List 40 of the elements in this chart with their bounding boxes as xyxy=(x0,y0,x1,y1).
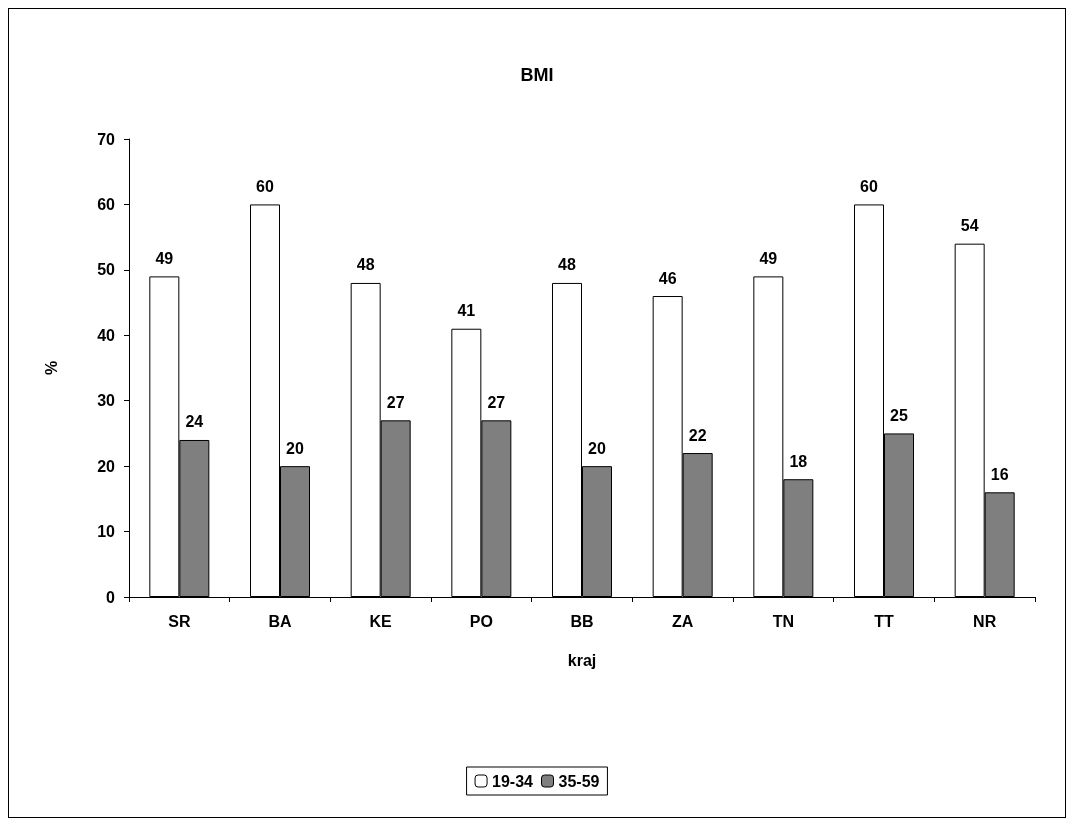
data-label: 60 xyxy=(860,177,878,195)
x-tick-label: PO xyxy=(469,612,493,630)
data-label: 24 xyxy=(185,413,204,431)
y-tick-label: 60 xyxy=(97,195,116,213)
y-tick-label: 70 xyxy=(97,130,116,148)
y-tick-label: 0 xyxy=(106,588,116,606)
data-label: 18 xyxy=(789,452,808,470)
y-tick-label: 30 xyxy=(97,392,116,410)
data-label: 20 xyxy=(588,439,606,457)
x-tick-label: KE xyxy=(369,612,393,630)
data-label: 41 xyxy=(457,302,476,320)
y-tick-label: 20 xyxy=(97,457,116,475)
y-tick-label: 50 xyxy=(97,261,116,279)
data-label: 20 xyxy=(286,439,304,457)
x-tick-label: BB xyxy=(570,612,594,630)
x-tick-label: ZA xyxy=(672,612,694,630)
x-tick-label: TT xyxy=(874,612,894,630)
data-label: 46 xyxy=(658,269,677,287)
legend-label: 35-59 xyxy=(558,772,600,790)
data-label: 25 xyxy=(890,406,908,424)
data-label: 16 xyxy=(990,465,1009,483)
x-tick-label: SR xyxy=(168,612,191,630)
y-tick-label: 10 xyxy=(97,523,116,541)
data-label: 60 xyxy=(256,177,274,195)
data-label: 48 xyxy=(356,256,375,274)
x-tick-label: BA xyxy=(268,612,292,630)
data-label: 48 xyxy=(558,256,576,274)
data-label: 54 xyxy=(960,217,979,235)
data-label: 49 xyxy=(759,249,778,267)
x-tick-label: NR xyxy=(973,612,997,630)
x-axis-title: kraj xyxy=(567,651,597,669)
data-label: 27 xyxy=(487,393,506,411)
y-axis-title: % xyxy=(42,360,60,376)
x-tick-label: TN xyxy=(772,612,794,630)
data-label: 27 xyxy=(386,393,405,411)
legend-label: 19-34 xyxy=(492,772,534,790)
data-label: 22 xyxy=(688,426,707,444)
y-tick-label: 40 xyxy=(97,326,116,344)
data-label: 49 xyxy=(155,249,174,267)
chart-title: BMI xyxy=(520,65,554,85)
